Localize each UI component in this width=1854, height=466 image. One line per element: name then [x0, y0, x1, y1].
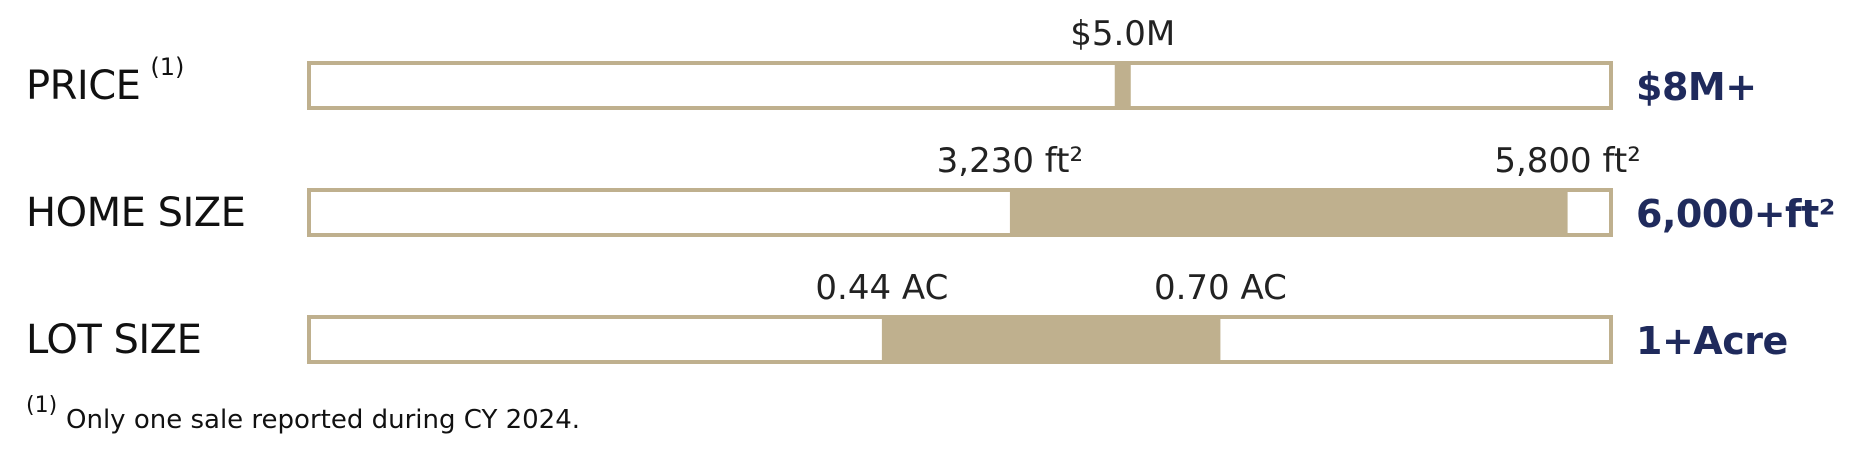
value-label: 0.70 AC: [1154, 268, 1287, 308]
end-label: $8M+: [1636, 65, 1757, 109]
row-label: PRICE: [26, 63, 140, 109]
row-note: (1): [150, 53, 184, 81]
range-bar: [1009, 190, 1568, 235]
range-bar: [881, 317, 1221, 362]
end-label: 6,000+ft²: [1636, 192, 1835, 236]
footnote-text: Only one sale reported during CY 2024.: [66, 405, 580, 435]
value-label: 3,230 ft²: [937, 141, 1083, 181]
marker: [1114, 63, 1131, 108]
value-label: $5.0M: [1070, 14, 1175, 54]
row-label: HOME SIZE: [26, 190, 245, 236]
row-label: LOT SIZE: [26, 317, 201, 363]
track: [307, 61, 1613, 110]
end-label: 1+Acre: [1636, 319, 1788, 363]
value-label: 0.44 AC: [815, 268, 948, 308]
footnote-marker: (1): [26, 393, 57, 418]
value-label: 5,800 ft²: [1494, 141, 1640, 181]
